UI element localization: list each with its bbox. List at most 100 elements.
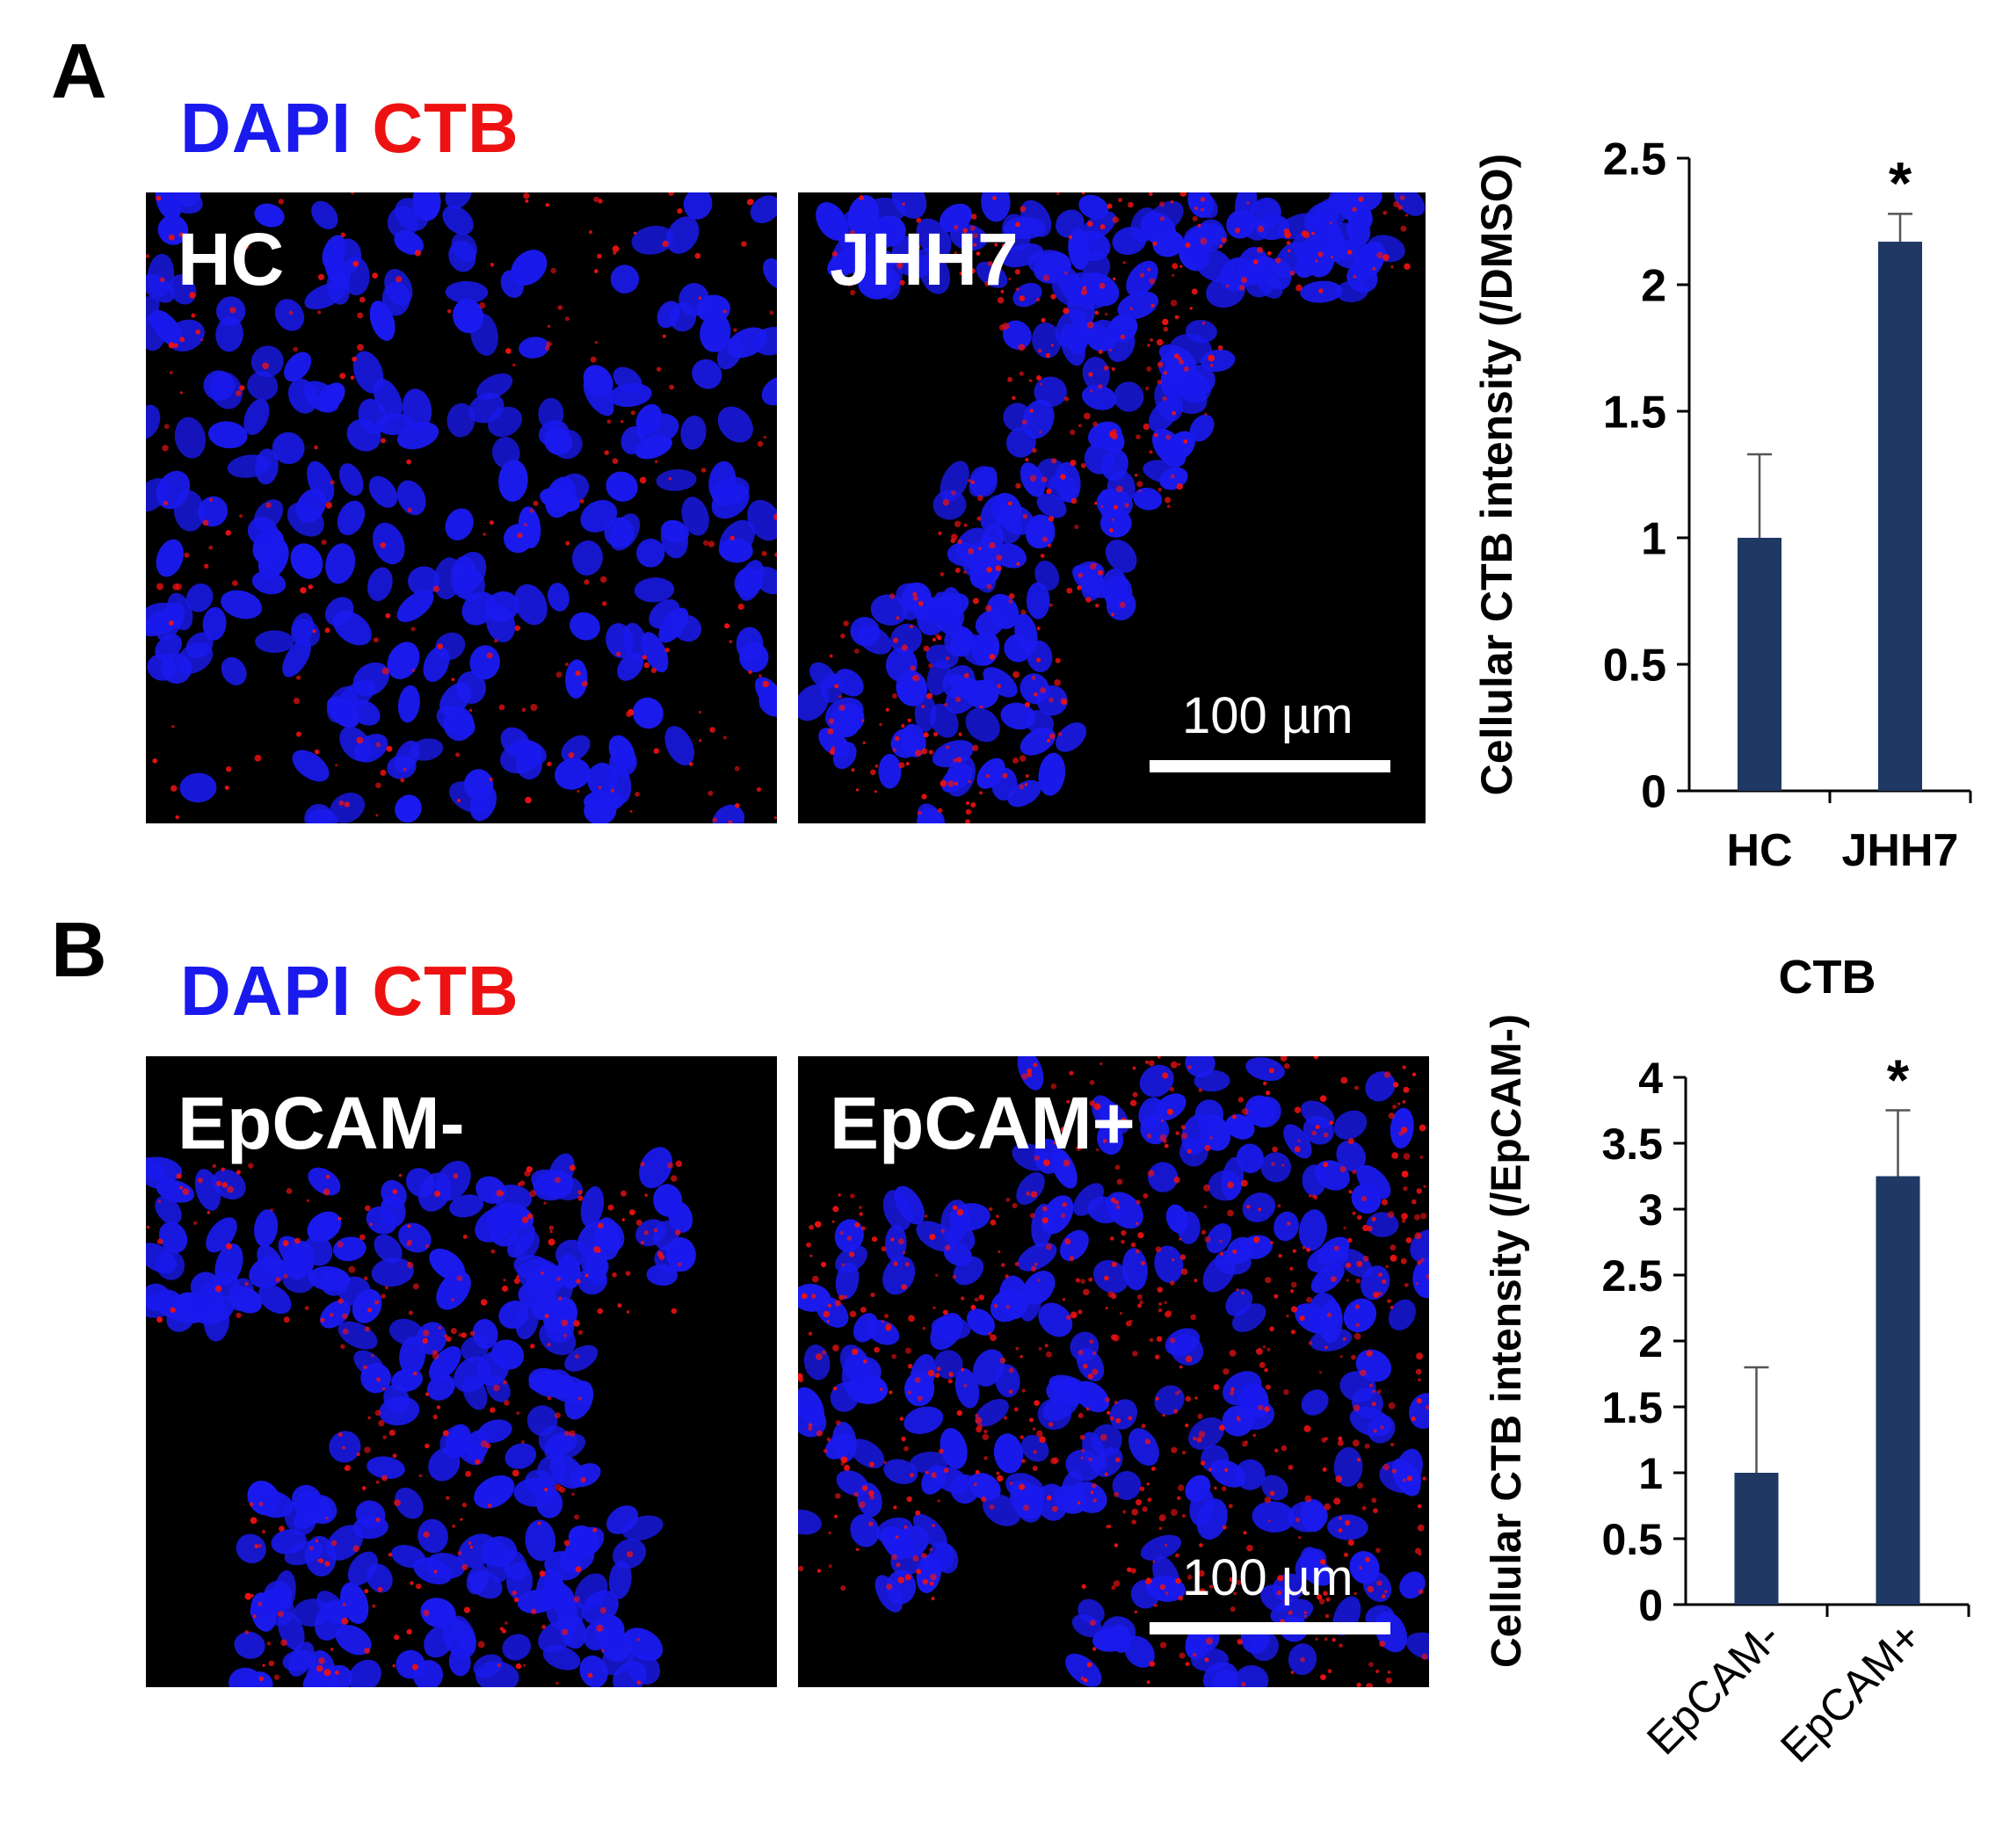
ctb-puncta (1401, 1170, 1409, 1178)
ctb-puncta (413, 1371, 417, 1376)
nucleus (608, 1560, 632, 1599)
nucleus (348, 1659, 381, 1687)
ctb-puncta (1088, 372, 1093, 377)
ctb-puncta (1137, 1303, 1143, 1308)
ctb-puncta (974, 1297, 979, 1302)
ctb-puncta (1044, 1344, 1049, 1348)
nucleus (890, 623, 923, 655)
ctb-puncta (1028, 379, 1033, 382)
nucleus (1065, 1449, 1102, 1482)
ctb-puncta (338, 801, 345, 806)
ctb-puncta (1012, 757, 1019, 764)
ctb-puncta (357, 312, 364, 319)
nucleus (903, 1372, 935, 1407)
nucleus (1182, 226, 1215, 260)
ctb-puncta (352, 260, 359, 267)
ctb-puncta (972, 598, 979, 605)
ctb-puncta (1019, 1483, 1026, 1490)
ctb-puncta (1170, 200, 1174, 204)
ctb-puncta (265, 502, 272, 508)
ctb-puncta (935, 1273, 939, 1277)
nucleus (835, 1262, 860, 1300)
ctb-puncta (852, 1348, 859, 1355)
ctb-puncta (1152, 1560, 1156, 1563)
ctb-puncta (1204, 1144, 1211, 1151)
ctb-puncta (1343, 1552, 1349, 1557)
ctb-puncta (1393, 201, 1400, 207)
ctb-puncta (381, 1475, 388, 1482)
ctb-puncta (1078, 424, 1082, 428)
nucleus (284, 351, 312, 382)
ctb-puncta (1066, 1099, 1070, 1104)
ctb-puncta (1172, 1409, 1179, 1414)
nucleus (1302, 1164, 1326, 1197)
ctb-puncta (1320, 1674, 1326, 1680)
nucleus (282, 1246, 315, 1279)
nucleus (798, 1284, 831, 1312)
ctb-puncta (1145, 1578, 1151, 1585)
ctb-puncta (1111, 612, 1114, 617)
ctb-puncta (477, 1641, 485, 1649)
ctb-puncta (499, 1191, 504, 1196)
ctb-puncta (901, 644, 908, 651)
ctb-puncta (1043, 1159, 1050, 1167)
nucleus (146, 1156, 167, 1189)
ctb-puncta (1063, 1298, 1066, 1301)
nucleus (998, 504, 1034, 535)
ctb-puncta (189, 292, 196, 299)
ctb-puncta (1111, 518, 1114, 521)
ctb-puncta (956, 1410, 962, 1417)
ctb-puncta (1174, 315, 1179, 320)
ctb-puncta (1050, 344, 1054, 347)
ctb-puncta (996, 1214, 999, 1219)
ctb-puncta (1154, 1354, 1160, 1359)
ctb-puncta (808, 1425, 813, 1431)
nucleus (570, 612, 600, 641)
nucleus (1020, 199, 1052, 237)
nucleus (953, 1256, 984, 1286)
ctb-puncta (1020, 1435, 1024, 1439)
ctb-puncta (1036, 375, 1041, 380)
ctb-puncta (859, 1212, 863, 1216)
ctb-puncta (294, 1237, 301, 1244)
ctb-puncta (416, 1583, 422, 1590)
nucleus (476, 1351, 510, 1387)
ctb-puncta (1353, 1404, 1361, 1411)
ctb-puncta (1089, 1100, 1095, 1106)
ctb-puncta (1090, 1620, 1096, 1627)
ctb-puncta (709, 727, 715, 733)
ctb-puncta (363, 1365, 367, 1370)
ctb-puncta (1110, 1197, 1116, 1203)
ctb-puncta (1082, 286, 1087, 291)
ctb-puncta (1229, 1576, 1234, 1583)
nucleus (803, 1344, 831, 1381)
ctb-puncta (741, 241, 747, 247)
ctb-puncta (671, 1175, 678, 1182)
ctb-puncta (1193, 1653, 1197, 1657)
ctb-puncta (762, 680, 769, 688)
ctb-puncta (656, 366, 662, 372)
nucleus (1394, 192, 1426, 216)
ctb-puncta (1163, 326, 1169, 332)
ctb-puncta (1121, 1117, 1127, 1124)
nucleus (307, 460, 335, 504)
ctb-puncta (1416, 1188, 1422, 1194)
ctb-puncta (1415, 1368, 1422, 1375)
nucleus (1097, 1122, 1124, 1156)
nucleus (448, 240, 476, 272)
ctb-puncta (1030, 1265, 1037, 1272)
ctb-puncta (1201, 1229, 1207, 1235)
ctb-puncta (1020, 609, 1027, 615)
ctb-puncta (410, 1581, 414, 1585)
ctb-puncta (388, 1429, 395, 1437)
nucleus (174, 417, 206, 459)
ctb-puncta (1136, 1294, 1143, 1300)
ctb-puncta (969, 268, 976, 274)
ctb-puncta (163, 500, 169, 506)
nucleus (451, 1615, 476, 1653)
ctb-puncta (513, 1597, 519, 1603)
ctb-puncta (286, 1188, 293, 1194)
ctb-puncta (575, 1566, 582, 1573)
ctb-puncta (1125, 1320, 1132, 1327)
ctb-puncta (1138, 489, 1142, 493)
